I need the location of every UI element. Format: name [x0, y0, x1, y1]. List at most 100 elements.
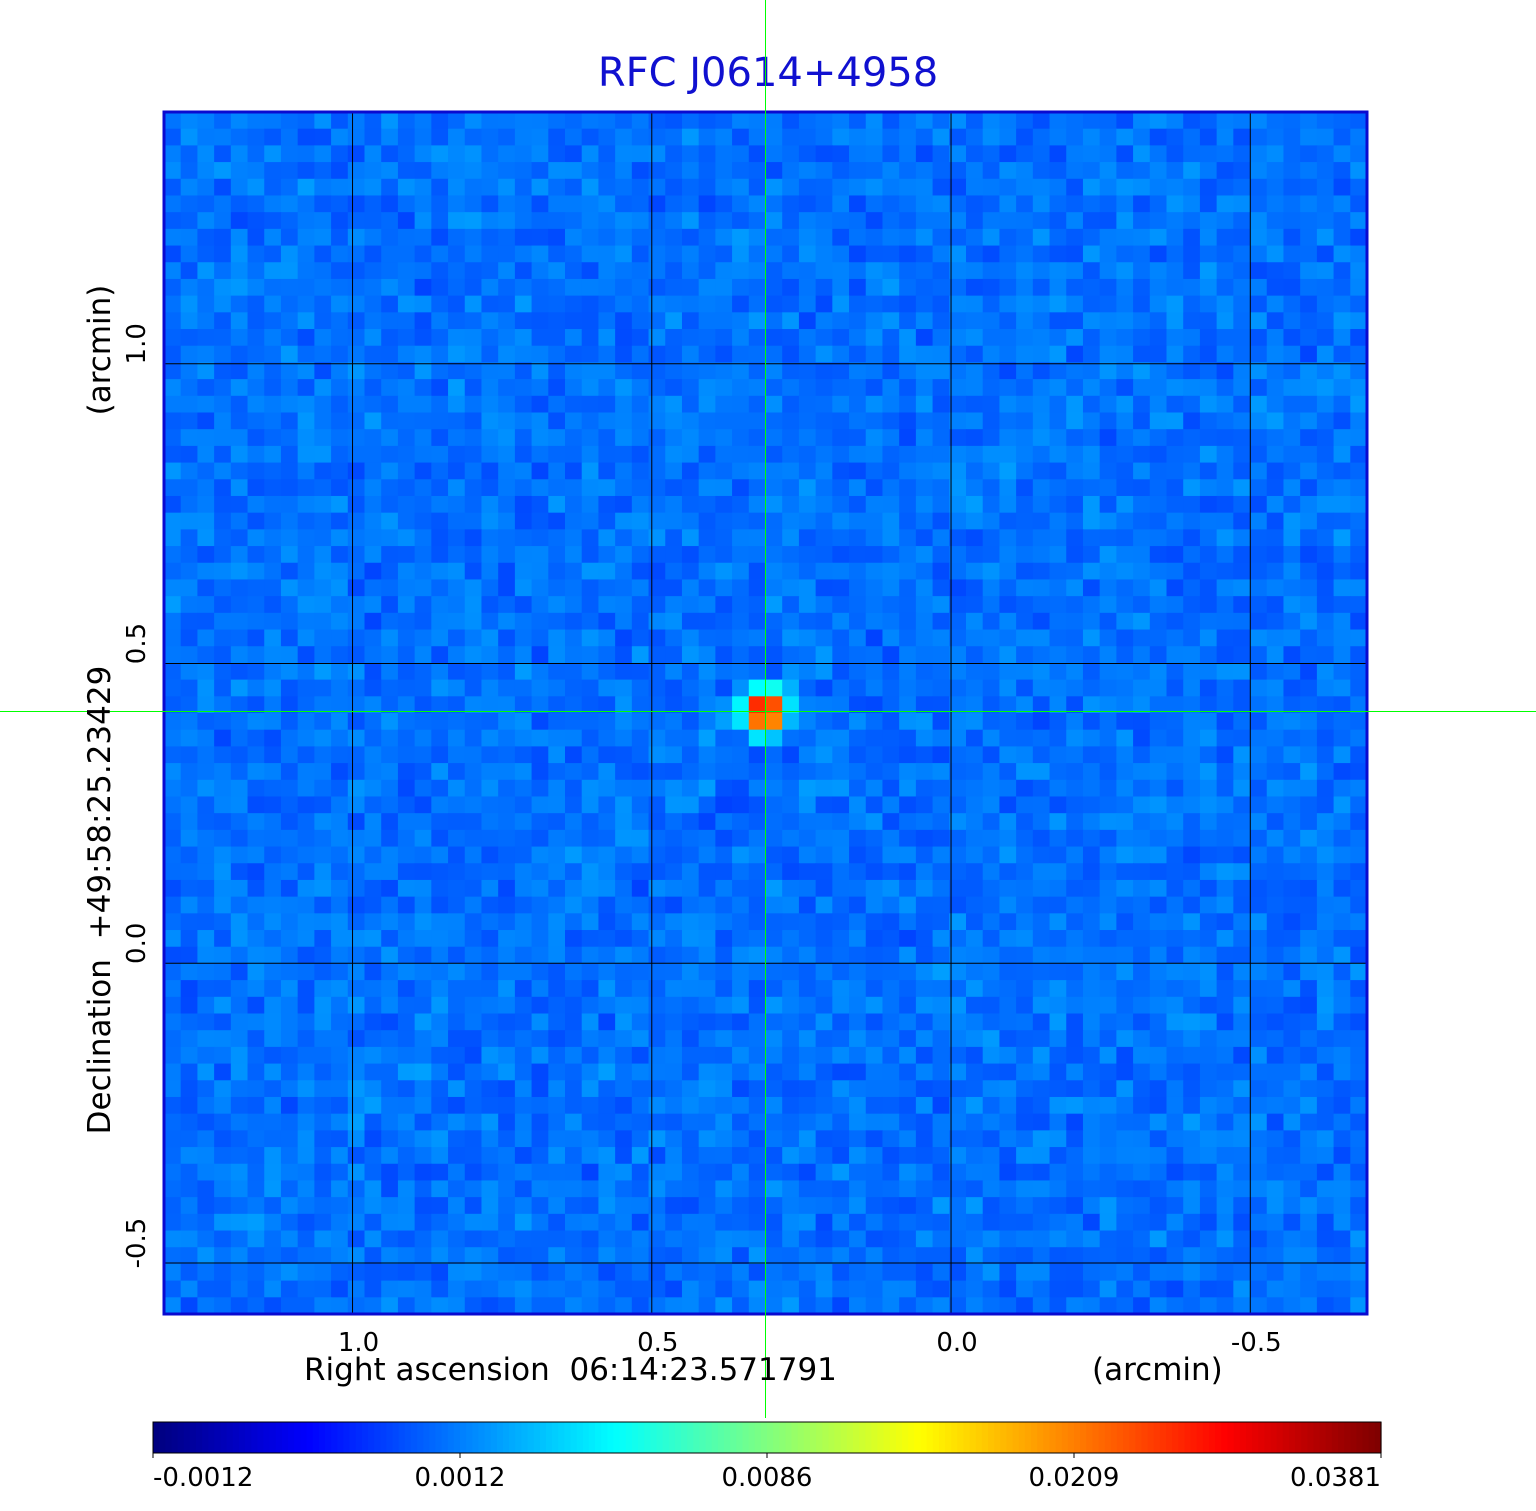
image-pixel	[414, 1230, 432, 1248]
image-pixel	[280, 963, 299, 981]
image-pixel	[347, 796, 366, 814]
image-pixel	[882, 112, 900, 130]
image-pixel	[798, 112, 817, 130]
image-pixel	[1199, 763, 1218, 781]
image-pixel	[631, 312, 650, 330]
image-pixel	[1300, 228, 1318, 247]
image-pixel	[414, 412, 432, 430]
image-pixel	[464, 1263, 483, 1282]
image-pixel	[715, 245, 733, 263]
image-pixel	[230, 329, 249, 347]
image-pixel	[331, 212, 349, 230]
image-pixel	[414, 696, 432, 714]
image-pixel	[1216, 462, 1234, 480]
image-pixel	[815, 796, 833, 814]
image-pixel	[297, 729, 315, 747]
image-pixel	[214, 746, 232, 764]
image-pixel	[648, 1147, 666, 1165]
image-pixel	[197, 1080, 215, 1098]
image-pixel	[665, 1013, 683, 1031]
image-pixel	[966, 946, 984, 965]
image-pixel	[849, 312, 867, 330]
image-pixel	[1250, 763, 1268, 781]
image-pixel	[381, 295, 399, 313]
image-pixel	[581, 946, 600, 965]
image-pixel	[1116, 178, 1134, 197]
image-pixel	[197, 1247, 215, 1265]
image-pixel	[1350, 1230, 1368, 1248]
image-pixel	[297, 312, 315, 330]
image-pixel	[247, 362, 265, 380]
image-pixel	[180, 679, 199, 697]
image-pixel	[832, 312, 850, 330]
image-pixel	[915, 112, 934, 130]
image-pixel	[1333, 646, 1351, 664]
image-pixel	[347, 145, 366, 163]
image-pixel	[982, 829, 1001, 848]
image-pixel	[899, 612, 917, 631]
image-pixel	[949, 112, 967, 130]
image-pixel	[1316, 1046, 1335, 1065]
image-pixel	[180, 896, 199, 914]
image-pixel	[1016, 679, 1034, 697]
image-pixel	[1183, 662, 1201, 681]
image-pixel	[180, 1247, 199, 1265]
image-pixel	[715, 562, 733, 581]
image-pixel	[565, 312, 583, 330]
image-pixel	[1333, 1147, 1351, 1165]
image-pixel	[715, 1013, 733, 1031]
image-pixel	[1216, 362, 1234, 380]
image-pixel	[264, 295, 282, 313]
image-pixel	[1133, 412, 1151, 430]
image-pixel	[598, 412, 616, 430]
image-pixel	[865, 863, 884, 881]
image-pixel	[648, 362, 666, 380]
image-pixel	[1082, 879, 1101, 898]
image-pixel	[414, 479, 432, 497]
image-pixel	[297, 429, 315, 447]
image-pixel	[381, 813, 399, 831]
image-pixel	[865, 195, 884, 213]
image-pixel	[832, 1080, 850, 1098]
image-pixel	[681, 879, 700, 898]
image-pixel	[297, 846, 315, 864]
image-pixel	[1216, 763, 1234, 781]
image-pixel	[765, 1230, 783, 1248]
image-pixel	[381, 729, 399, 747]
image-pixel	[1133, 145, 1151, 163]
image-pixel	[347, 746, 366, 764]
image-pixel	[1216, 312, 1234, 330]
image-pixel	[1333, 1113, 1351, 1131]
image-pixel	[1032, 713, 1051, 731]
image-pixel	[982, 863, 1001, 881]
image-pixel	[949, 529, 967, 547]
image-pixel	[448, 1080, 466, 1098]
image-pixel	[865, 228, 884, 247]
image-pixel	[1066, 996, 1084, 1015]
image-pixel	[514, 245, 533, 263]
image-pixel	[264, 262, 282, 280]
image-pixel	[648, 596, 666, 614]
image-pixel	[782, 662, 800, 681]
image-pixel	[247, 713, 265, 731]
image-pixel	[1333, 1163, 1351, 1182]
image-pixel	[765, 913, 783, 931]
image-pixel	[565, 1213, 583, 1232]
image-pixel	[448, 679, 466, 697]
image-pixel	[915, 462, 934, 480]
image-pixel	[782, 646, 800, 664]
image-pixel	[698, 713, 716, 731]
image-pixel	[665, 345, 683, 364]
image-pixel	[214, 1080, 232, 1098]
image-pixel	[364, 379, 382, 397]
image-pixel	[347, 295, 366, 313]
image-pixel	[1099, 1147, 1117, 1165]
image-pixel	[1233, 228, 1251, 247]
image-pixel	[598, 779, 616, 798]
image-pixel	[1266, 1113, 1285, 1131]
image-pixel	[197, 846, 215, 864]
image-pixel	[214, 195, 232, 213]
image-pixel	[1333, 829, 1351, 848]
image-pixel	[1149, 896, 1168, 914]
image-pixel	[297, 829, 315, 848]
